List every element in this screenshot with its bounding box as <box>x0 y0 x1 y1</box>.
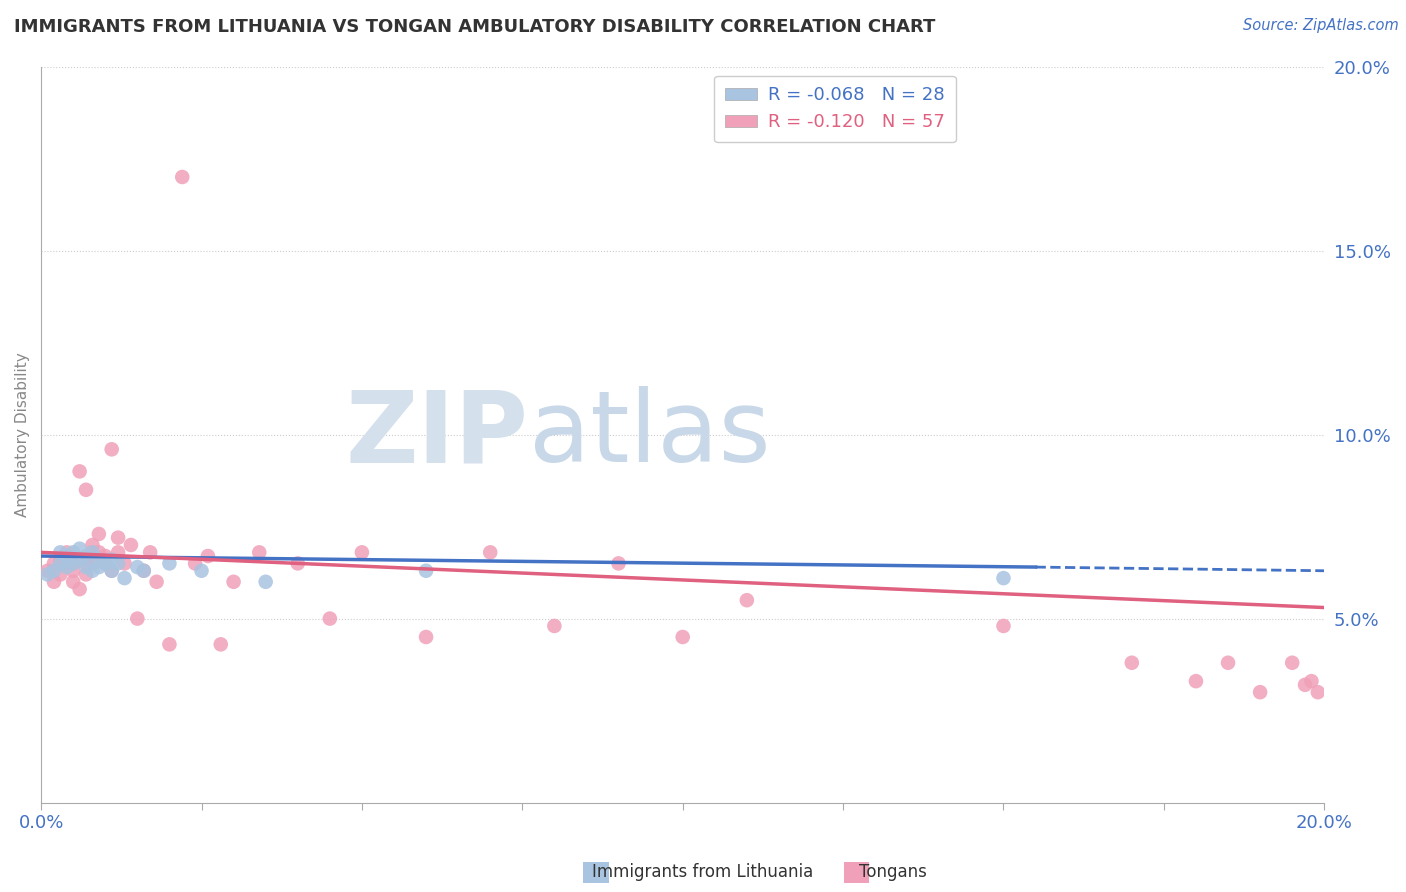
Point <box>1301 674 1323 689</box>
Point <box>42 557 65 571</box>
Text: Immigrants from Lithuania: Immigrants from Lithuania <box>592 863 814 881</box>
Point <box>49 567 72 582</box>
Point <box>184 557 207 571</box>
Point <box>1249 685 1271 699</box>
Point <box>42 564 65 578</box>
Point <box>543 619 565 633</box>
Point <box>62 557 84 571</box>
Point <box>132 564 155 578</box>
Point <box>172 169 194 184</box>
Point <box>82 564 104 578</box>
Point <box>127 611 149 625</box>
Text: IMMIGRANTS FROM LITHUANIA VS TONGAN AMBULATORY DISABILITY CORRELATION CHART: IMMIGRANTS FROM LITHUANIA VS TONGAN AMBU… <box>14 18 935 36</box>
Point <box>55 560 77 574</box>
Y-axis label: Ambulatory Disability: Ambulatory Disability <box>15 352 30 517</box>
Point <box>69 541 91 556</box>
Point <box>114 571 136 585</box>
Point <box>75 557 97 571</box>
Point <box>114 557 136 571</box>
Point <box>247 545 270 559</box>
Point <box>209 637 232 651</box>
Point <box>75 567 97 582</box>
Point <box>37 564 59 578</box>
Point <box>197 549 219 563</box>
Point <box>87 552 110 566</box>
Point <box>1216 656 1239 670</box>
Text: Tongans: Tongans <box>859 863 927 881</box>
Point <box>1121 656 1143 670</box>
Text: ZIP: ZIP <box>346 386 529 483</box>
Point <box>350 545 373 559</box>
Point <box>1294 678 1316 692</box>
Point <box>1281 656 1303 670</box>
Point <box>120 538 142 552</box>
Point <box>319 611 342 625</box>
Point <box>107 531 129 545</box>
Point <box>62 574 84 589</box>
Point <box>62 545 84 559</box>
Point <box>62 564 84 578</box>
Point <box>159 557 181 571</box>
Point <box>1185 674 1208 689</box>
Point <box>87 527 110 541</box>
Point <box>100 442 122 457</box>
Point <box>254 574 277 589</box>
Point <box>55 545 77 559</box>
Legend: R = -0.068   N = 28, R = -0.120   N = 57: R = -0.068 N = 28, R = -0.120 N = 57 <box>714 76 956 143</box>
Point <box>415 564 437 578</box>
Point <box>82 557 104 571</box>
Point <box>62 557 84 571</box>
Point <box>49 557 72 571</box>
Point <box>94 557 117 571</box>
Point <box>100 564 122 578</box>
Point <box>127 560 149 574</box>
Point <box>42 574 65 589</box>
Point <box>55 557 77 571</box>
Point <box>87 545 110 559</box>
Point <box>132 564 155 578</box>
Point <box>479 545 502 559</box>
Point <box>82 545 104 559</box>
Point <box>415 630 437 644</box>
Point <box>69 464 91 478</box>
Point <box>94 549 117 563</box>
Point <box>49 545 72 559</box>
Point <box>49 552 72 566</box>
Point <box>139 545 162 559</box>
Point <box>100 552 122 566</box>
Point <box>69 552 91 566</box>
Point <box>82 538 104 552</box>
Point <box>75 549 97 563</box>
Point <box>82 545 104 559</box>
Point <box>55 549 77 563</box>
Point <box>1306 685 1329 699</box>
Point <box>159 637 181 651</box>
Point <box>75 560 97 574</box>
Point <box>94 557 117 571</box>
Point <box>287 557 309 571</box>
Point <box>107 557 129 571</box>
Point <box>672 630 695 644</box>
Point <box>75 483 97 497</box>
Point <box>100 564 122 578</box>
Point <box>607 557 630 571</box>
Point <box>107 545 129 559</box>
Point <box>222 574 245 589</box>
Point <box>190 564 212 578</box>
Point <box>735 593 758 607</box>
Point <box>37 567 59 582</box>
Text: atlas: atlas <box>529 386 770 483</box>
Point <box>145 574 167 589</box>
Point <box>993 619 1015 633</box>
Point <box>993 571 1015 585</box>
Point <box>69 582 91 596</box>
Text: Source: ZipAtlas.com: Source: ZipAtlas.com <box>1243 18 1399 33</box>
Point <box>87 560 110 574</box>
